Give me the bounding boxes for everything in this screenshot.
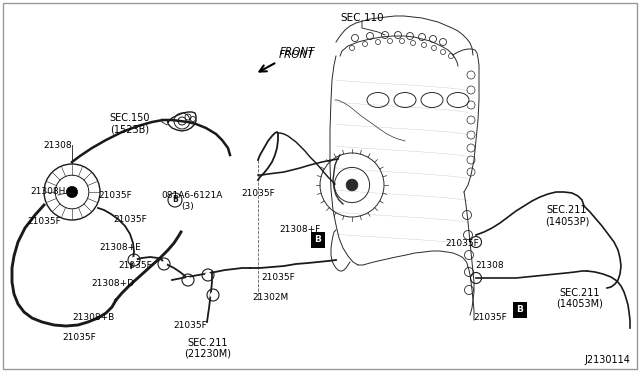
- Text: B: B: [315, 235, 321, 244]
- Text: (1523B): (1523B): [111, 124, 150, 134]
- Text: 21035F: 21035F: [62, 334, 96, 343]
- Circle shape: [210, 292, 216, 298]
- Text: (21230M): (21230M): [184, 349, 232, 359]
- Text: 21308H: 21308H: [30, 186, 65, 196]
- Circle shape: [346, 179, 358, 191]
- Bar: [513, 302, 527, 318]
- Text: 21035F: 21035F: [98, 190, 132, 199]
- Text: 21308: 21308: [476, 260, 504, 269]
- Polygon shape: [168, 112, 196, 131]
- Text: 21308+D: 21308+D: [92, 279, 134, 289]
- Text: 21035F: 21035F: [445, 238, 479, 247]
- Circle shape: [131, 257, 137, 263]
- Text: (3): (3): [182, 202, 195, 212]
- Circle shape: [185, 277, 191, 283]
- Text: 21035F: 21035F: [113, 215, 147, 224]
- Text: 21035F: 21035F: [241, 189, 275, 199]
- Text: B: B: [172, 196, 178, 205]
- Text: 21035F: 21035F: [173, 321, 207, 330]
- Text: 21308+B: 21308+B: [72, 314, 114, 323]
- Text: J2130114: J2130114: [584, 355, 630, 365]
- Text: FRONT: FRONT: [280, 47, 316, 57]
- Text: 21035F: 21035F: [473, 314, 507, 323]
- Text: 21302M: 21302M: [252, 292, 288, 301]
- Text: 21308: 21308: [44, 141, 72, 150]
- Text: SEC.110: SEC.110: [340, 13, 384, 23]
- Text: B: B: [516, 305, 524, 314]
- Text: 21035F: 21035F: [27, 218, 61, 227]
- Text: 21308+F: 21308+F: [280, 224, 321, 234]
- Bar: [311, 232, 325, 248]
- Circle shape: [205, 272, 211, 278]
- Text: SEC.211: SEC.211: [547, 205, 588, 215]
- Text: SEC.150: SEC.150: [109, 113, 150, 123]
- Text: SEC.211: SEC.211: [560, 288, 600, 298]
- Text: FRONT: FRONT: [279, 50, 314, 60]
- Text: 081A6-6121A: 081A6-6121A: [161, 192, 223, 201]
- Circle shape: [161, 261, 167, 267]
- Text: (14053M): (14053M): [557, 299, 604, 309]
- Circle shape: [67, 186, 77, 198]
- Text: SEC.211: SEC.211: [188, 338, 228, 348]
- Text: 21035F: 21035F: [261, 273, 295, 282]
- Text: (14053P): (14053P): [545, 216, 589, 226]
- Text: 21308+E: 21308+E: [99, 244, 141, 253]
- Text: 21035F: 21035F: [118, 260, 152, 269]
